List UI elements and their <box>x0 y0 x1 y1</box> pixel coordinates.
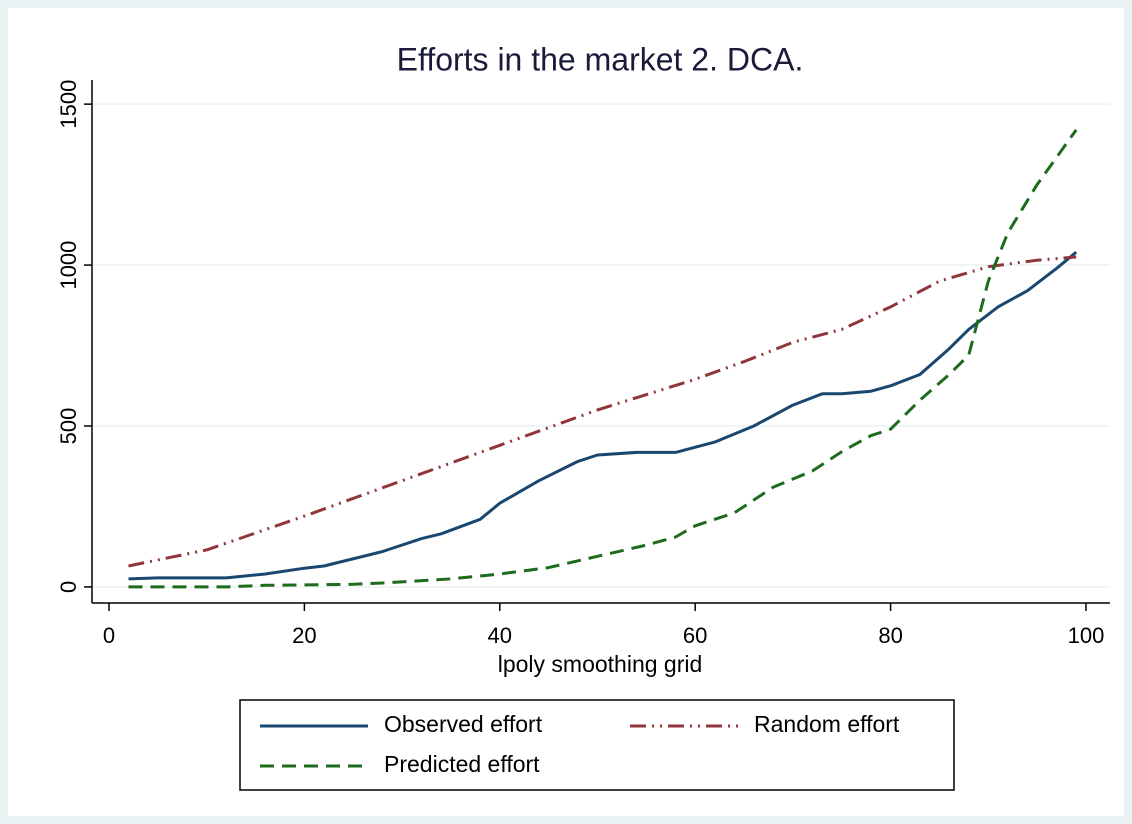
y-tick-label: 1000 <box>56 241 81 290</box>
series-line <box>128 255 1077 568</box>
legend-label: Observed effort <box>384 711 543 737</box>
x-tick-label: 20 <box>292 623 316 648</box>
y-tick-label: 1500 <box>56 80 81 129</box>
series-line <box>128 251 1078 581</box>
series-line <box>128 129 1078 589</box>
legend-box <box>239 699 955 791</box>
x-tick-label: 100 <box>1068 623 1105 648</box>
legend-label: Predicted effort <box>384 751 540 777</box>
y-tick-label: 500 <box>56 408 81 445</box>
y-tick-label: 0 <box>56 581 81 593</box>
x-axis-label: lpoly smoothing grid <box>498 651 703 677</box>
x-tick-label: 0 <box>103 623 115 648</box>
chart-title: Efforts in the market 2. DCA. <box>397 41 804 77</box>
x-tick-label: 60 <box>683 623 707 648</box>
x-tick-label: 40 <box>488 623 512 648</box>
legend-label: Random effort <box>754 711 900 737</box>
x-tick-label: 80 <box>878 623 902 648</box>
